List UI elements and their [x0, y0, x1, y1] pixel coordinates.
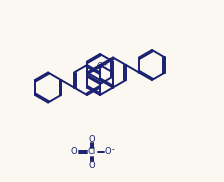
- Text: O: O: [71, 147, 77, 157]
- Text: O: O: [89, 161, 95, 169]
- Text: O: O: [97, 62, 103, 71]
- Text: +: +: [102, 62, 108, 66]
- Text: -: -: [112, 145, 114, 155]
- Text: O: O: [105, 147, 111, 157]
- Text: O: O: [89, 134, 95, 143]
- Text: Cl: Cl: [88, 147, 96, 157]
